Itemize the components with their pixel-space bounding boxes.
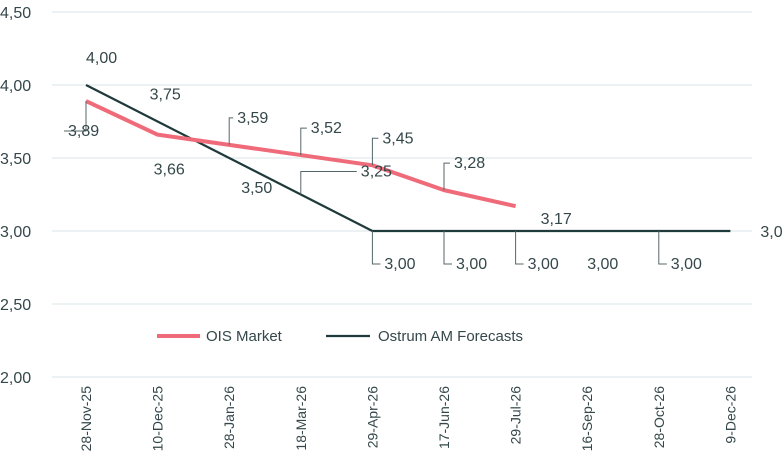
data-label: 4,00 xyxy=(86,50,117,67)
x-tick-label: 28-Jan-26 xyxy=(221,386,237,449)
y-tick-label: 3,00 xyxy=(0,224,31,241)
leader-line xyxy=(371,137,379,166)
x-tick-label: 18-Mar-26 xyxy=(293,386,309,451)
gridlines xyxy=(52,11,752,378)
data-label: 3,66 xyxy=(154,162,185,179)
leader-line xyxy=(228,117,234,145)
x-tick-label: 29-Jul-26 xyxy=(508,386,524,445)
x-axis-ticks: 28-Nov-25 10-Dec-25 28-Jan-26 18-Mar-26 29-A… xyxy=(78,386,738,452)
data-label: 3,00 xyxy=(671,256,702,273)
y-axis-ticks: 2,00 2,50 3,00 3,50 4,00 4,50 xyxy=(0,5,31,387)
data-label: 3,52 xyxy=(311,120,342,137)
data-label: 3,00 xyxy=(456,256,487,273)
leader-line xyxy=(515,231,524,265)
y-tick-label: 3,50 xyxy=(0,151,31,168)
leader-line xyxy=(300,127,307,156)
leader-line xyxy=(658,231,667,265)
y-tick-label: 2,00 xyxy=(0,370,31,387)
data-label: 3,50 xyxy=(241,180,272,197)
x-tick-label: 17-Jun-26 xyxy=(436,386,452,449)
data-label: 3,00 xyxy=(760,224,783,241)
leader-line xyxy=(300,171,357,195)
legend-label-ois-market: OIS Market xyxy=(206,328,283,345)
x-tick-label: 9-Dec-26 xyxy=(722,386,738,444)
y-tick-label: 2,50 xyxy=(0,297,31,314)
data-label: 3,25 xyxy=(361,164,392,181)
legend-label-ostrum-forecasts: Ostrum AM Forecasts xyxy=(378,328,523,345)
data-label: 3,75 xyxy=(150,87,181,104)
x-tick-label: 29-Apr-26 xyxy=(364,386,380,448)
data-label: 3,59 xyxy=(237,110,268,127)
data-label: 3,17 xyxy=(541,211,572,228)
y-tick-label: 4,00 xyxy=(0,78,31,95)
y-tick-label: 4,50 xyxy=(0,5,31,22)
data-label: 3,89 xyxy=(68,123,99,140)
data-label: 3,00 xyxy=(587,256,618,273)
data-label: 3,28 xyxy=(454,155,485,172)
data-label: 3,00 xyxy=(384,256,415,273)
legend: OIS Market Ostrum AM Forecasts xyxy=(157,328,523,345)
x-tick-label: 10-Dec-25 xyxy=(150,386,166,452)
leader-line xyxy=(64,101,87,132)
leader-line xyxy=(371,231,381,265)
leader-line xyxy=(443,162,450,191)
x-tick-label: 28-Oct-26 xyxy=(651,386,667,448)
x-tick-label: 28-Nov-25 xyxy=(78,386,94,452)
x-tick-label: 16-Sep-26 xyxy=(579,386,595,452)
leader-line xyxy=(443,231,452,265)
data-label: 3,45 xyxy=(382,130,413,147)
data-labels: 3,89 3,66 3,59 3,52 3,45 3,28 3,17 4,00 3,75 3,50… xyxy=(64,50,783,273)
data-label: 3,00 xyxy=(528,256,559,273)
